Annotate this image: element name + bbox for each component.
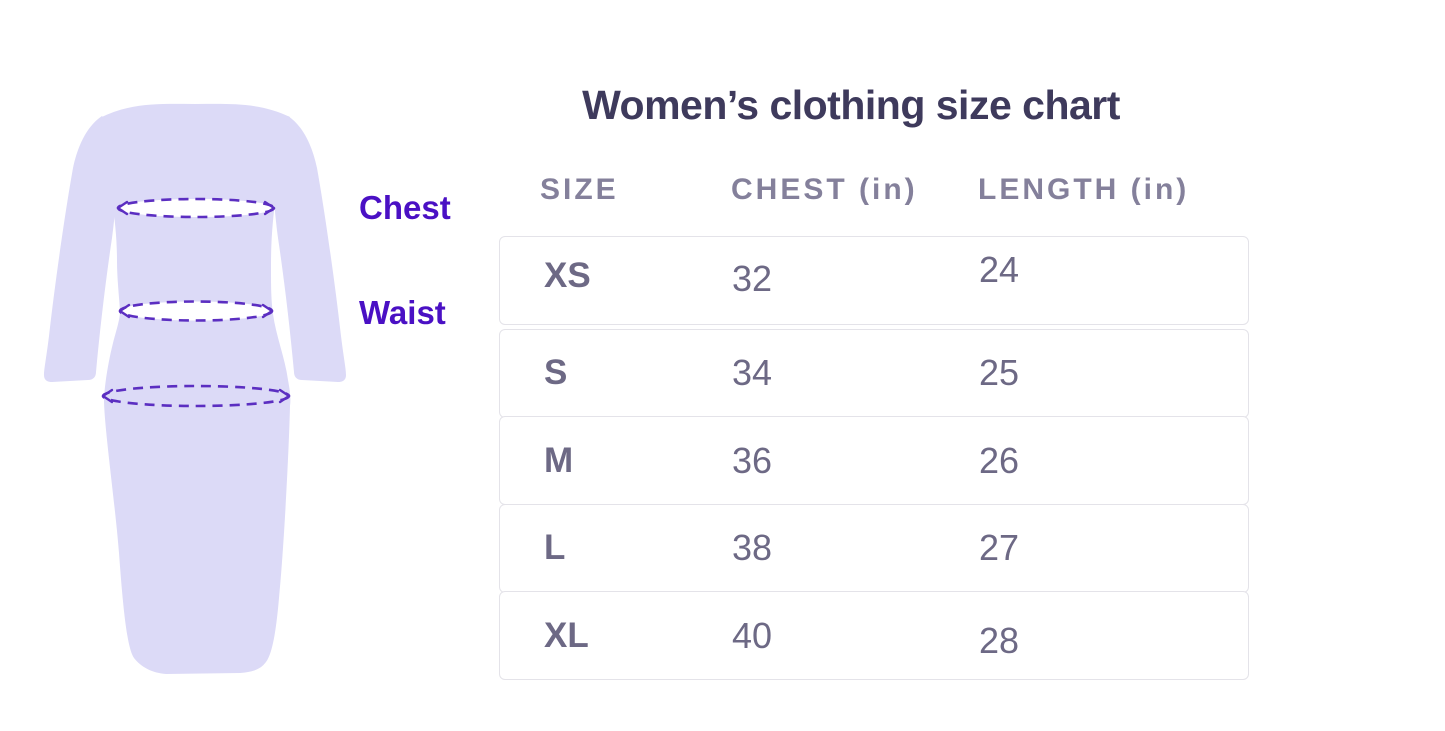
length-cell: 24 [979, 248, 1020, 290]
length-cell: 27 [979, 527, 1020, 568]
chest-cell: 38 [732, 527, 773, 568]
chest-arrow-right-icon [263, 200, 276, 216]
length-cell: 28 [979, 619, 1020, 661]
chest-cell: 32 [732, 257, 773, 299]
table-row-xs: XS 32 24 [499, 236, 1249, 325]
size-chart-section: Women’s clothing size chart SIZE CHEST (… [499, 0, 1249, 680]
column-header-chest: CHEST (in) [731, 173, 918, 206]
table-row-xl: XL 40 28 [499, 591, 1249, 680]
table-header-row: SIZE CHEST (in) LENGTH (in) [499, 173, 1249, 207]
dress-body-shape [100, 103, 291, 674]
waist-label: Waist [359, 294, 446, 331]
waist-arrow-right-icon [261, 303, 274, 319]
dress-left-sleeve [44, 116, 117, 382]
dress-right-sleeve [273, 116, 346, 382]
column-header-length: LENGTH (in) [978, 173, 1190, 206]
table-row-s: S 34 25 [499, 328, 1249, 418]
waist-arrow-left-icon [118, 303, 131, 319]
table-row-l: L 38 27 [499, 503, 1249, 593]
chest-cell: 36 [732, 439, 773, 481]
length-cell: 25 [979, 352, 1020, 393]
page-title: Women’s clothing size chart [582, 82, 1120, 128]
hip-arrow-left-icon [101, 388, 114, 404]
length-cell: 26 [979, 439, 1020, 481]
chest-cell: 34 [732, 352, 773, 393]
chest-label: Chest [359, 189, 451, 226]
size-cell: XL [544, 615, 589, 655]
size-table: XS 32 24 S 34 25 M 36 26 L 38 27 XL 40 [499, 236, 1249, 680]
chest-measure-ellipse [116, 197, 276, 219]
chest-cell: 40 [732, 614, 773, 656]
table-row-m: M 36 26 [499, 416, 1249, 505]
hip-arrow-right-icon [278, 388, 291, 404]
size-cell: L [544, 528, 566, 567]
column-header-size: SIZE [540, 173, 619, 206]
waist-measure-ellipse [118, 300, 274, 322]
chest-arrow-left-icon [116, 200, 129, 216]
size-cell: M [544, 440, 574, 480]
dress-illustration [44, 103, 346, 674]
size-cell: XS [544, 255, 591, 295]
size-cell: S [544, 353, 568, 392]
